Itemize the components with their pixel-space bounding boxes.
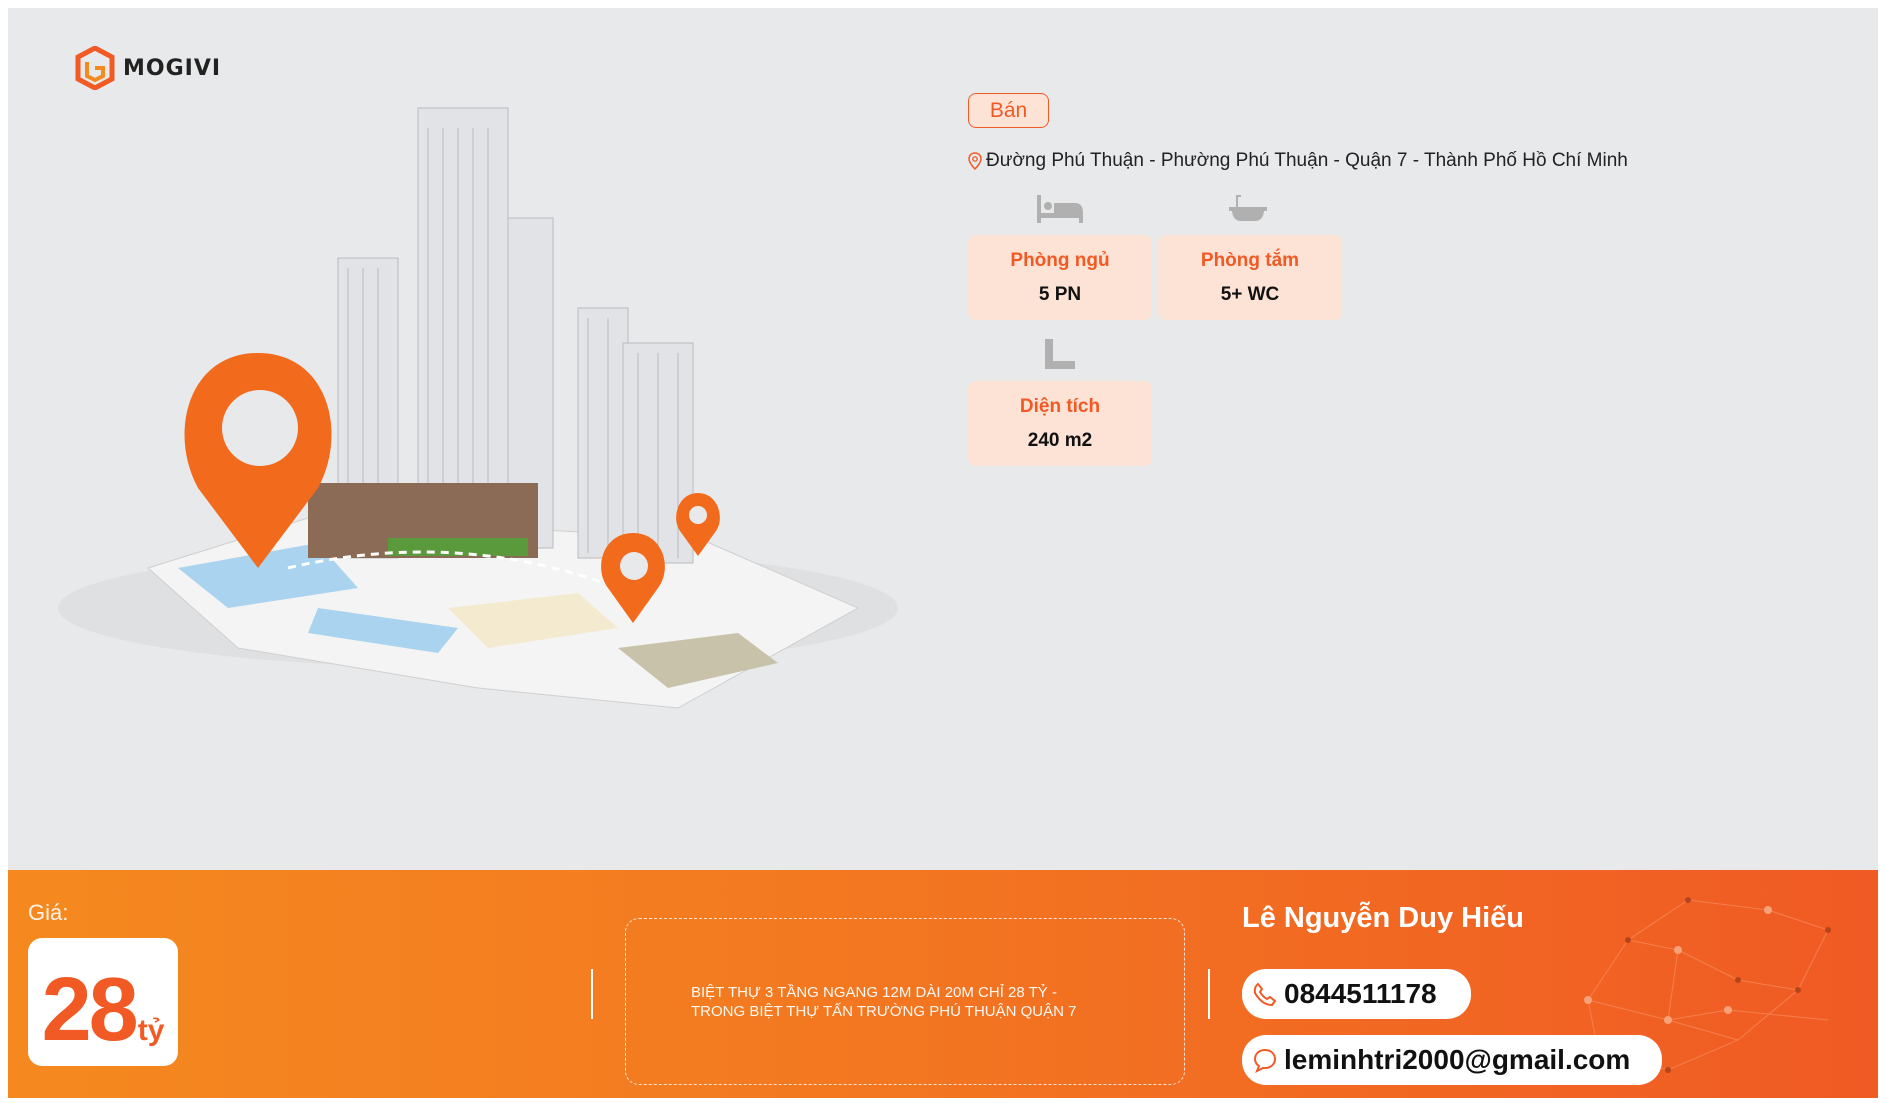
map-pin-large: [184, 353, 332, 568]
price-box: 28 tỷ: [28, 938, 178, 1066]
network-decoration: [1584, 897, 1831, 1073]
location-pin-icon: [968, 152, 982, 170]
footer-band: Giá: 28 tỷ BIỆT THỰ 3 TẦNG NGANG 12M DÀI…: [8, 870, 1878, 1098]
email-pill[interactable]: leminhtri2000@gmail.com: [1242, 1035, 1662, 1085]
feature-label: Diện tích: [1019, 395, 1101, 417]
description-box: BIỆT THỰ 3 TẦNG NGANG 12M DÀI 20M CHỈ 28…: [625, 918, 1185, 1085]
feature-card-area: Diện tích 240 m2: [968, 381, 1152, 466]
feature-value: 5+ WC: [1220, 283, 1280, 305]
price-value: 28: [41, 959, 139, 1060]
address-text: Đường Phú Thuận - Phường Phú Thuận - Quậ…: [986, 150, 1628, 171]
phone-pill[interactable]: 0844511178: [1242, 969, 1471, 1019]
feature-label: Phòng tắm: [1200, 249, 1300, 271]
divider: [1208, 969, 1210, 1019]
description-text: BIỆT THỰ 3 TẦNG NGANG 12M DÀI 20M CHỈ 28…: [691, 983, 1077, 1020]
listing-card: MOGIVI Bán Đường Phú Thuận - Phường Phú …: [8, 8, 1878, 1098]
bathtub-icon: [1223, 191, 1273, 227]
address: Đường Phú Thuận - Phường Phú Thuận - Quậ…: [968, 150, 1628, 172]
price-unit: tỷ: [137, 1014, 165, 1047]
price-label: Giá:: [28, 900, 69, 925]
agent-name: Lê Nguyễn Duy Hiếu: [1242, 902, 1524, 934]
bed-icon: [1035, 191, 1085, 227]
feature-value: 5 PN: [1038, 283, 1082, 305]
email-address[interactable]: leminhtri2000@gmail.com: [1284, 1044, 1631, 1075]
feature-value: 240 m2: [1027, 429, 1093, 451]
logo-wordmark: MOGIVI: [123, 55, 222, 81]
feature-card-bathrooms: Phòng tắm 5+ WC: [1158, 235, 1342, 320]
logo-icon: [75, 46, 115, 90]
phone-icon: [1253, 982, 1277, 1007]
divider: [591, 969, 593, 1019]
mogivi-logo: MOGIVI: [75, 46, 221, 90]
phone-number[interactable]: 0844511178: [1284, 978, 1437, 1009]
chat-icon: [1253, 1048, 1277, 1073]
property-illustration: [58, 107, 898, 709]
feature-card-bedrooms: Phòng ngủ 5 PN: [968, 235, 1152, 320]
ruler-icon: [1035, 336, 1085, 372]
feature-label: Phòng ngủ: [1010, 249, 1110, 271]
listing-type-badge: Bán: [968, 93, 1049, 128]
